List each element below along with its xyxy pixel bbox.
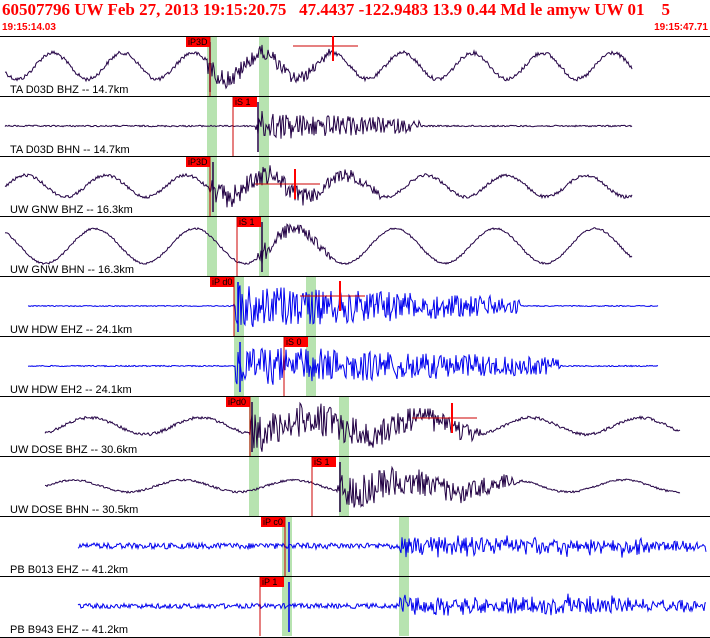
- pick-marker: [261, 517, 285, 527]
- station-label: UW DOSE BHZ -- 30.6km: [10, 444, 137, 456]
- window-band: [339, 397, 349, 456]
- pick-marker: [284, 337, 308, 347]
- waveform-trace: [44, 401, 681, 452]
- pick-marker: [186, 157, 210, 167]
- pick-label: iP c0: [263, 517, 283, 527]
- window-band: [207, 37, 217, 96]
- waveform-trace: [27, 285, 659, 328]
- window-band: [259, 37, 269, 96]
- station-label: UW GNW BHN -- 16.3km: [10, 264, 134, 276]
- pick-label: iS 1: [239, 217, 255, 227]
- window-band: [234, 277, 244, 336]
- waveform-trace: [4, 165, 633, 208]
- window-band: [339, 457, 349, 516]
- waveform-trace: [4, 44, 633, 90]
- pick-marker: [210, 277, 234, 287]
- pick-label: iP3D: [188, 157, 208, 167]
- pick-label: iPd0: [228, 397, 246, 407]
- pick-marker: [312, 457, 336, 467]
- window-band: [249, 457, 259, 516]
- window-band: [259, 97, 269, 156]
- window-band: [399, 577, 409, 636]
- station-label: UW HDW EHZ -- 24.1km: [10, 324, 132, 336]
- window-band: [306, 337, 316, 396]
- station-label: TA D03D BHZ -- 14.7km: [10, 84, 128, 96]
- waveform-trace: [27, 347, 659, 385]
- window-band: [207, 217, 217, 276]
- waveform-trace: [4, 110, 633, 139]
- event-title: 60507796 UW Feb 27, 2013 19:15:20.75 47.…: [2, 0, 671, 19]
- window-band: [282, 517, 292, 576]
- pick-label: iP 1: [262, 577, 277, 587]
- window-band: [259, 157, 269, 216]
- window-band: [207, 157, 217, 216]
- pick-marker: [226, 397, 250, 407]
- station-label: PB B013 EHZ -- 41.2km: [10, 564, 128, 576]
- pick-marker: [233, 97, 257, 107]
- pick-label: iS 0: [286, 337, 302, 347]
- station-label: PB B943 EHZ -- 41.2km: [10, 624, 128, 636]
- station-label: TA D03D BHN -- 14.7km: [10, 144, 130, 156]
- pick-label: iS 1: [235, 97, 251, 107]
- pick-label: iS 1: [314, 457, 330, 467]
- window-band: [234, 337, 244, 396]
- time-end-label: 19:15:47.71: [654, 22, 708, 33]
- station-label: UW GNW BHZ -- 16.3km: [10, 204, 133, 216]
- seismogram-panel[interactable]: iP3D TA D03D BHZ -- 14.7km iS 1 TA D03D BHN…: [0, 36, 710, 638]
- waveform-trace: [44, 465, 681, 508]
- pick-label: iP3D: [188, 37, 208, 47]
- waveform-trace: [77, 535, 707, 558]
- pick-marker: [260, 577, 284, 587]
- pick-label: iP d0: [212, 277, 232, 287]
- time-start-label: 19:15:14.03: [2, 22, 56, 33]
- waveform-trace: [77, 593, 707, 616]
- pick-marker: [237, 217, 261, 227]
- waveform-trace: [4, 223, 633, 266]
- pick-marker: [186, 37, 210, 47]
- window-band: [249, 397, 259, 456]
- station-label: UW DOSE BHN -- 30.5km: [10, 504, 138, 516]
- station-label: UW HDW EH2 -- 24.1km: [10, 384, 132, 396]
- event-header: 60507796 UW Feb 27, 2013 19:15:20.75 47.…: [0, 0, 710, 36]
